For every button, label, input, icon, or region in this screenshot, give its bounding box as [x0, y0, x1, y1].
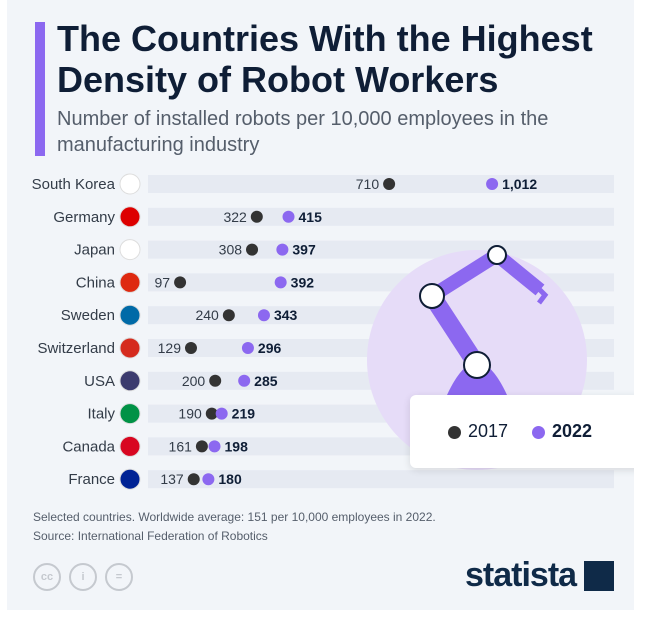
flag-icon — [119, 337, 141, 359]
footnote: Selected countries. Worldwide average: 1… — [33, 508, 436, 546]
source-text: Source: International Federation of Robo… — [33, 529, 268, 543]
value-label-2022: 415 — [299, 209, 323, 225]
footnote-text: Selected countries. Worldwide average: 1… — [33, 510, 436, 524]
value-label-2017: 240 — [195, 307, 219, 323]
value-label-2022: 343 — [274, 307, 298, 323]
point-2017 — [383, 178, 396, 190]
point-2022 — [276, 243, 289, 256]
license-icons: cc i = — [33, 563, 133, 591]
country-label: Sweden — [61, 307, 115, 324]
flag-icon — [119, 435, 141, 457]
country-label: China — [76, 274, 116, 291]
value-label-2017: 200 — [182, 373, 206, 389]
value-label-2017: 190 — [178, 406, 202, 422]
point-2017 — [250, 210, 263, 223]
value-label-2022: 219 — [232, 406, 256, 422]
country-label: USA — [84, 373, 115, 390]
value-label-2022: 180 — [218, 471, 242, 487]
logo-text: statista — [465, 556, 577, 594]
statista-logo[interactable]: statista — [465, 556, 615, 595]
title-accent-bar — [35, 22, 45, 156]
logo-mark-icon — [584, 560, 615, 591]
value-label-2017: 129 — [158, 340, 182, 356]
country-label: Switzerland — [37, 340, 115, 357]
flag-icon — [119, 239, 141, 261]
nd-icon[interactable]: = — [105, 563, 133, 591]
point-2022 — [241, 342, 254, 354]
flag-icon — [119, 206, 141, 228]
value-label-2022: 198 — [225, 438, 249, 454]
country-label: France — [68, 471, 115, 488]
point-2022 — [238, 374, 251, 387]
country-label: Italy — [87, 406, 115, 423]
legend-label-2017: 2017 — [468, 421, 509, 441]
flag-icon — [119, 370, 141, 392]
country-label: Japan — [74, 242, 115, 259]
track-bar — [148, 175, 614, 193]
flag-icon — [119, 271, 141, 293]
value-label-2017: 137 — [160, 471, 184, 487]
value-label-2022: 1,012 — [502, 176, 537, 192]
value-label-2017: 322 — [223, 209, 247, 225]
point-2017 — [187, 473, 200, 486]
by-icon[interactable]: i — [69, 563, 97, 591]
legend: 2017 2022 — [410, 395, 634, 468]
point-2022 — [257, 309, 270, 322]
infographic-card: The Countries With the Highest Density o… — [7, 0, 634, 610]
point-2022 — [202, 473, 215, 486]
page-title: The Countries With the Highest Density o… — [57, 18, 593, 100]
value-label-2017: 161 — [169, 438, 193, 454]
point-2022 — [282, 210, 295, 223]
value-label-2022: 392 — [291, 274, 315, 290]
country-label: Germany — [53, 209, 115, 226]
point-2017 — [174, 276, 187, 289]
value-label-2022: 397 — [292, 242, 316, 258]
country-label: South Korea — [32, 176, 116, 193]
point-2017 — [209, 374, 222, 387]
country-label: Canada — [62, 438, 115, 455]
flag-icon — [119, 468, 141, 490]
track-bar — [148, 470, 614, 489]
point-2022 — [486, 178, 499, 190]
point-2022 — [208, 440, 221, 453]
flag-icon — [119, 304, 141, 326]
point-2017 — [246, 243, 259, 256]
value-label-2017: 97 — [154, 274, 170, 290]
value-label-2017: 308 — [219, 242, 243, 258]
page-subtitle: Number of installed robots per 10,000 em… — [57, 108, 549, 156]
value-label-2022: 296 — [258, 340, 282, 356]
point-2017 — [205, 407, 218, 420]
legend-dot-2022 — [532, 426, 545, 439]
flag-icon — [119, 403, 141, 425]
flag-icon — [119, 173, 141, 195]
point-2017 — [184, 342, 197, 354]
cc-icon[interactable]: cc — [33, 563, 61, 591]
track-bar — [148, 207, 614, 226]
point-2022 — [215, 407, 228, 420]
legend-dot-2017 — [448, 426, 461, 439]
point-2017 — [222, 309, 235, 322]
value-label-2017: 710 — [356, 176, 380, 192]
legend-label-2022: 2022 — [552, 421, 593, 441]
point-2017 — [195, 440, 208, 453]
value-label-2022: 285 — [254, 373, 278, 389]
point-2022 — [274, 276, 287, 289]
